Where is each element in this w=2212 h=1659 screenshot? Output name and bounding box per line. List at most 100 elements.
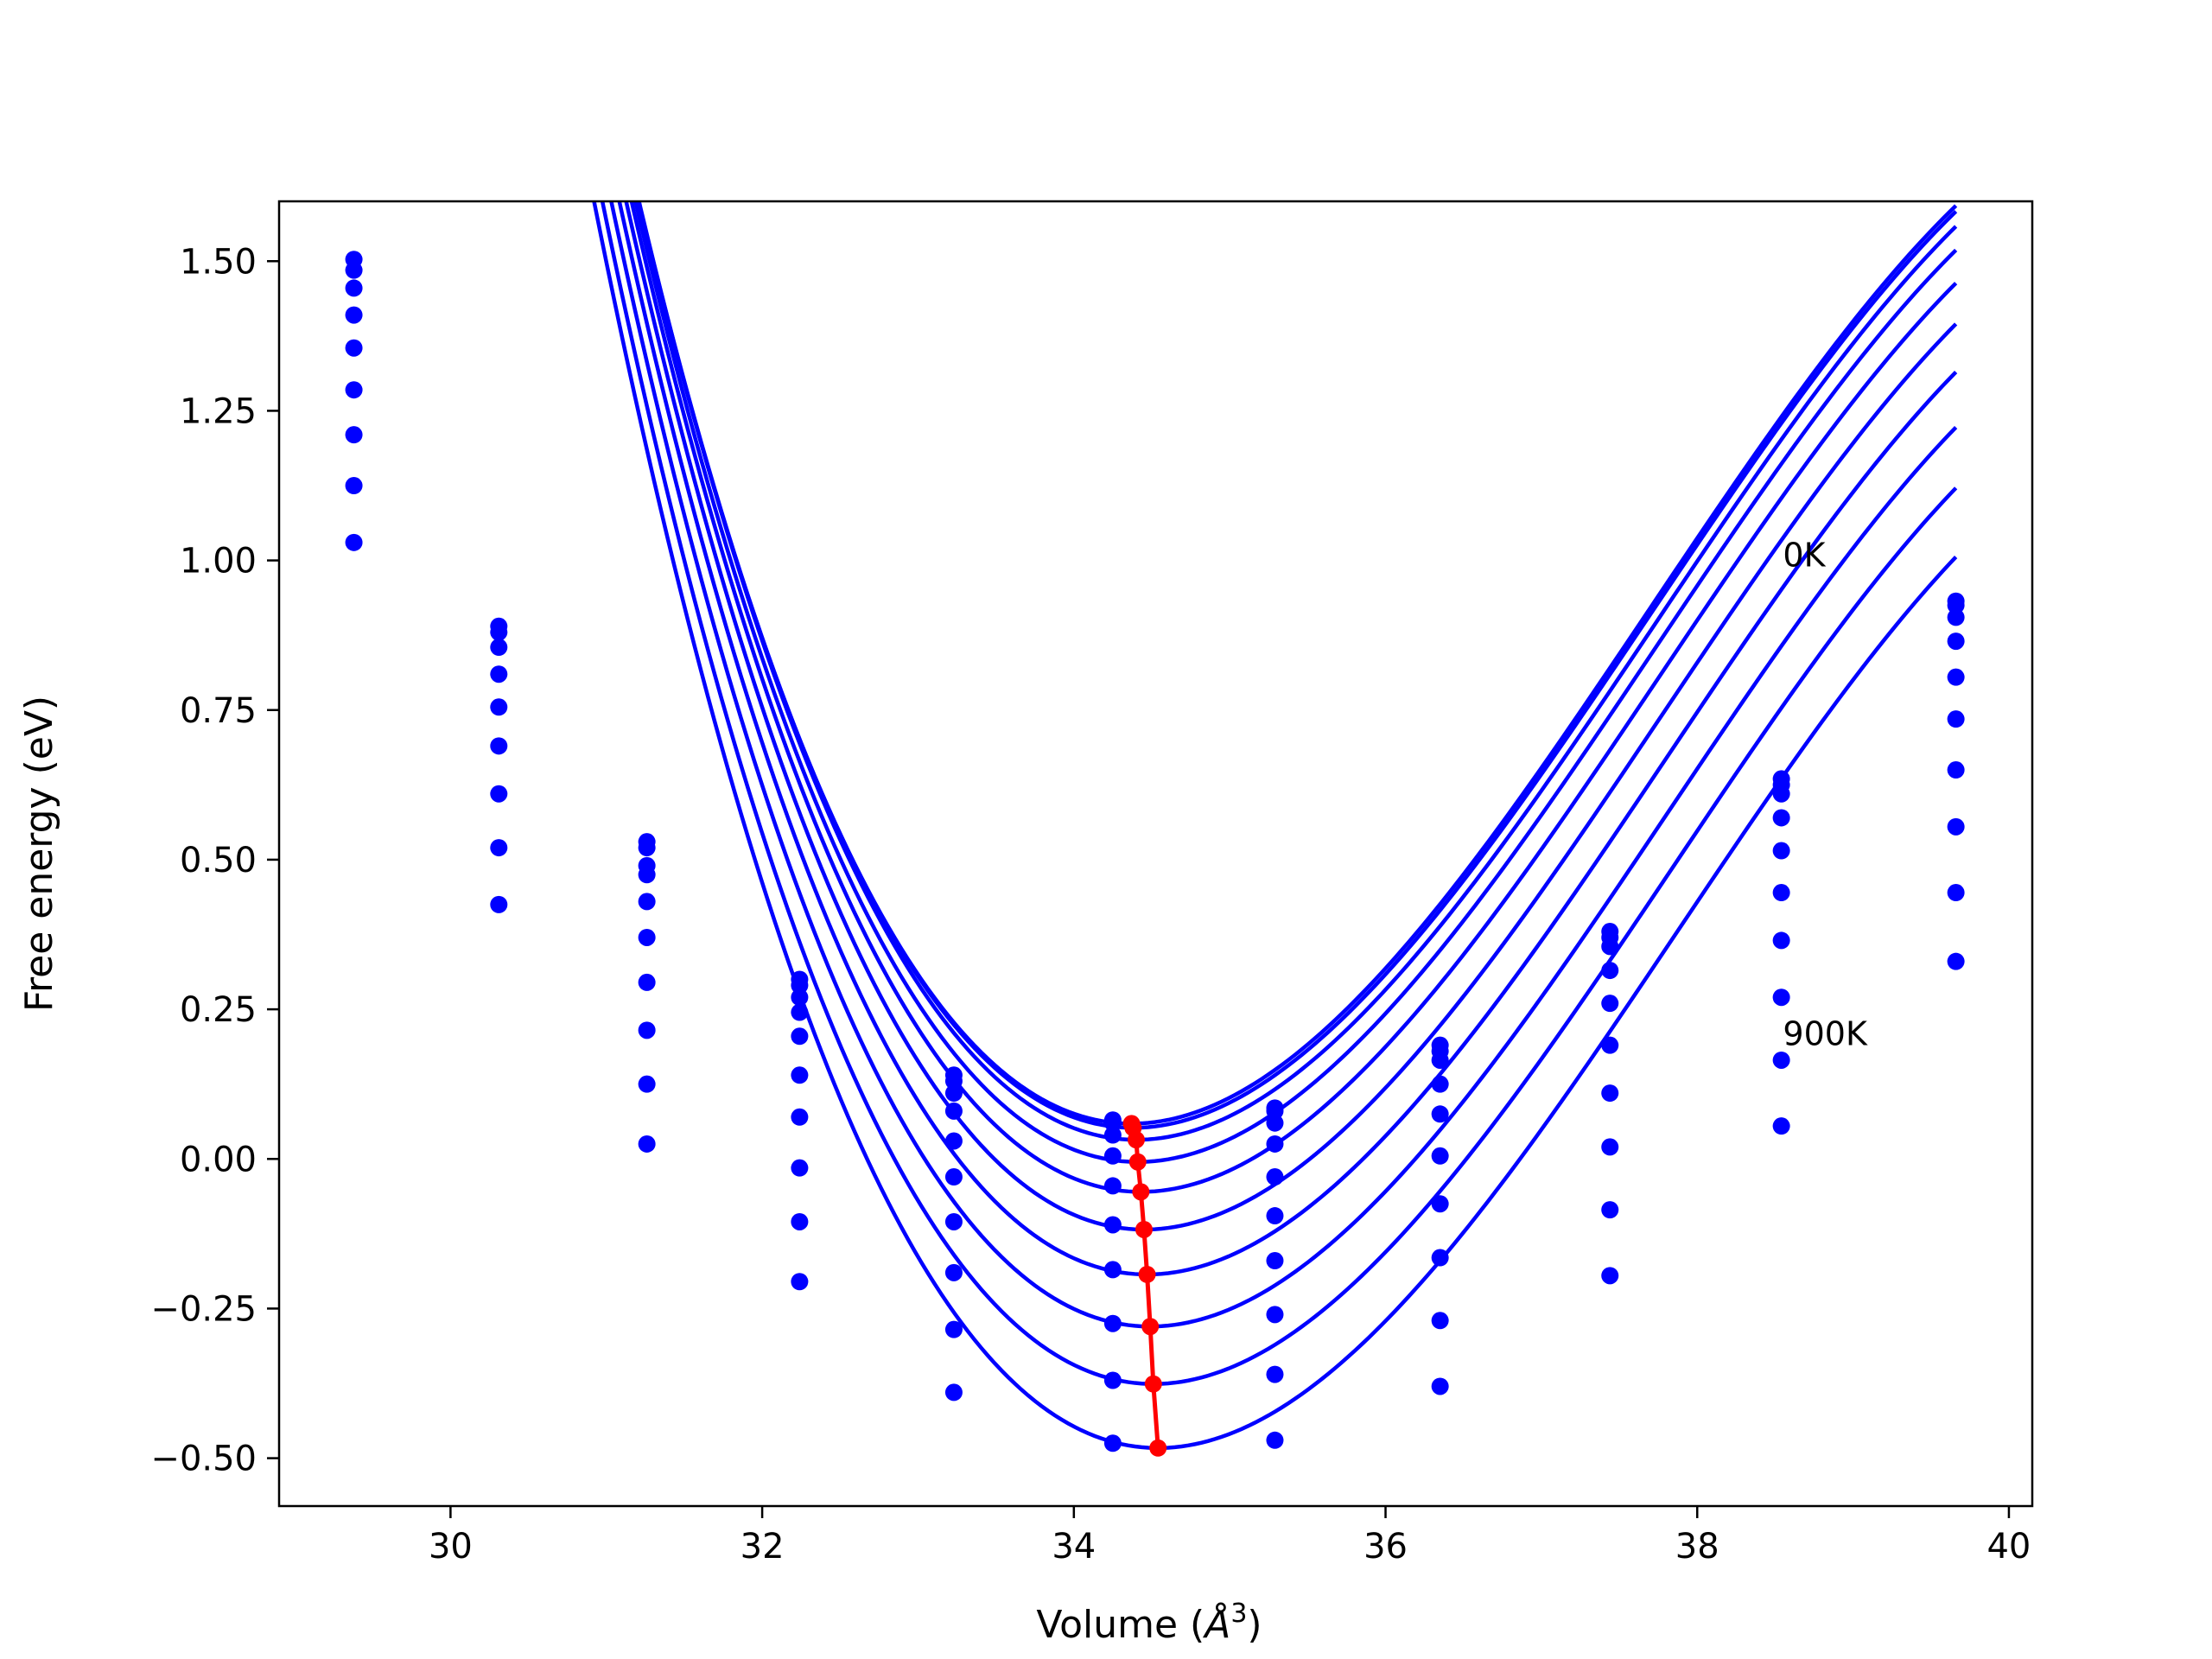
data-point-2-6 xyxy=(1266,1114,1284,1132)
data-point-2-9 xyxy=(1772,785,1790,803)
y-tick-label-7: −0.25 xyxy=(150,1289,257,1329)
data-point-6-9 xyxy=(1772,931,1790,950)
data-point-3-4 xyxy=(944,1102,963,1120)
minimum-point-9 xyxy=(1149,1439,1167,1457)
data-point-9-3 xyxy=(791,1273,809,1291)
data-point-2-8 xyxy=(1601,938,1619,956)
data-point-7-3 xyxy=(791,1159,809,1177)
fit-curve-0 xyxy=(636,201,1958,1126)
data-point-1-10 xyxy=(1947,596,1965,614)
data-point-6-7 xyxy=(1431,1195,1449,1213)
x-axis-label-main: Volume ( xyxy=(1036,1603,1205,1647)
y-tick-label-3: 0.75 xyxy=(180,691,257,731)
data-point-8-4 xyxy=(944,1320,963,1338)
data-point-6-3 xyxy=(791,1108,809,1126)
fit-curve-5 xyxy=(624,201,1958,1232)
data-point-6-0 xyxy=(345,426,363,444)
data-point-3-2 xyxy=(638,866,656,884)
data-point-4-3 xyxy=(791,1027,809,1046)
data-point-8-1 xyxy=(490,895,508,913)
x-axis-label-close: ) xyxy=(1247,1603,1262,1647)
data-point-9-8 xyxy=(1601,1267,1619,1285)
y-tick-label-8: −0.50 xyxy=(150,1440,257,1479)
data-point-9-4 xyxy=(944,1383,963,1402)
data-point-1-2 xyxy=(638,839,656,857)
data-point-5-5 xyxy=(1103,1216,1122,1234)
data-point-7-5 xyxy=(1103,1314,1122,1332)
data-point-7-10 xyxy=(1947,817,1965,836)
plot-area xyxy=(345,201,1965,1457)
fit-curve-3 xyxy=(633,201,1958,1164)
data-point-2-7 xyxy=(1431,1051,1449,1069)
data-point-2-1 xyxy=(490,639,508,657)
data-point-4-6 xyxy=(1266,1168,1284,1186)
data-point-3-10 xyxy=(1947,632,1965,651)
data-point-6-4 xyxy=(944,1212,963,1230)
minimum-point-7 xyxy=(1141,1318,1160,1336)
data-point-5-7 xyxy=(1431,1147,1449,1165)
data-point-4-5 xyxy=(1103,1177,1122,1195)
data-point-6-2 xyxy=(638,973,656,991)
data-point-7-6 xyxy=(1266,1306,1284,1324)
data-point-4-7 xyxy=(1431,1105,1449,1123)
data-point-3-8 xyxy=(1601,962,1619,980)
data-point-8-8 xyxy=(1601,1201,1619,1219)
data-point-1-1 xyxy=(490,623,508,641)
data-point-7-0 xyxy=(345,477,363,495)
data-point-9-10 xyxy=(1947,952,1965,970)
data-point-5-0 xyxy=(345,381,363,399)
data-point-1-3 xyxy=(791,976,809,995)
ticks: 30 32 34 36 38 40 1.50 1.25 1.00 0.75 0.50 0.25 0.00… xyxy=(150,242,2031,1567)
x-tick-label-32: 32 xyxy=(741,1527,785,1567)
data-point-2-10 xyxy=(1947,608,1965,626)
data-point-8-9 xyxy=(1772,1051,1790,1069)
y-tick-label-0: 1.50 xyxy=(180,242,257,282)
plot-series xyxy=(345,201,1965,1457)
data-point-8-6 xyxy=(1266,1365,1284,1383)
x-tick-label-40: 40 xyxy=(1986,1527,2031,1567)
data-point-2-0 xyxy=(345,279,363,297)
data-point-5-1 xyxy=(490,737,508,755)
data-point-4-4 xyxy=(944,1132,963,1150)
data-point-9-7 xyxy=(1431,1377,1449,1395)
data-point-3-3 xyxy=(791,1003,809,1021)
data-point-1-0 xyxy=(345,261,363,279)
x-axis-label-unit: Å xyxy=(1202,1601,1230,1647)
axes-frame xyxy=(277,200,2034,1508)
data-point-4-0 xyxy=(345,339,363,357)
x-axis-label-superscript: 3 xyxy=(1230,1599,1247,1629)
data-point-1-4 xyxy=(944,1072,963,1090)
data-point-6-6 xyxy=(1266,1252,1284,1270)
data-point-9-2 xyxy=(638,1135,656,1153)
data-point-8-2 xyxy=(638,1075,656,1093)
x-tick-label-34: 34 xyxy=(1052,1527,1096,1567)
data-point-6-8 xyxy=(1601,1084,1619,1103)
data-point-9-5 xyxy=(1103,1434,1122,1452)
y-tick-label-5: 0.25 xyxy=(180,990,257,1030)
data-point-5-2 xyxy=(638,928,656,946)
minimum-point-8 xyxy=(1144,1375,1162,1393)
data-point-5-3 xyxy=(791,1066,809,1084)
y-axis-label: Free energy (eV) xyxy=(17,696,61,1012)
annotation-0k: 0K xyxy=(1783,537,1826,575)
data-point-6-1 xyxy=(490,785,508,803)
x-axis-label: Volume (Å3) xyxy=(1036,1599,1262,1647)
data-point-8-10 xyxy=(1947,884,1965,902)
data-point-8-7 xyxy=(1431,1312,1449,1330)
data-point-7-7 xyxy=(1431,1249,1449,1267)
minimum-point-6 xyxy=(1138,1265,1156,1283)
y-tick-label-2: 1.00 xyxy=(180,542,257,582)
fit-curve-1 xyxy=(636,201,1958,1130)
minimum-point-4 xyxy=(1132,1183,1150,1201)
data-point-2-4 xyxy=(944,1084,963,1103)
data-point-3-1 xyxy=(490,665,508,683)
data-point-5-6 xyxy=(1266,1207,1284,1225)
data-point-8-3 xyxy=(791,1212,809,1230)
data-point-9-6 xyxy=(1266,1431,1284,1449)
data-point-7-8 xyxy=(1601,1138,1619,1156)
data-point-9-9 xyxy=(1772,1117,1790,1135)
y-tick-label-6: 0.00 xyxy=(180,1140,257,1179)
fit-curve-4 xyxy=(629,201,1958,1194)
data-point-5-8 xyxy=(1601,1036,1619,1054)
